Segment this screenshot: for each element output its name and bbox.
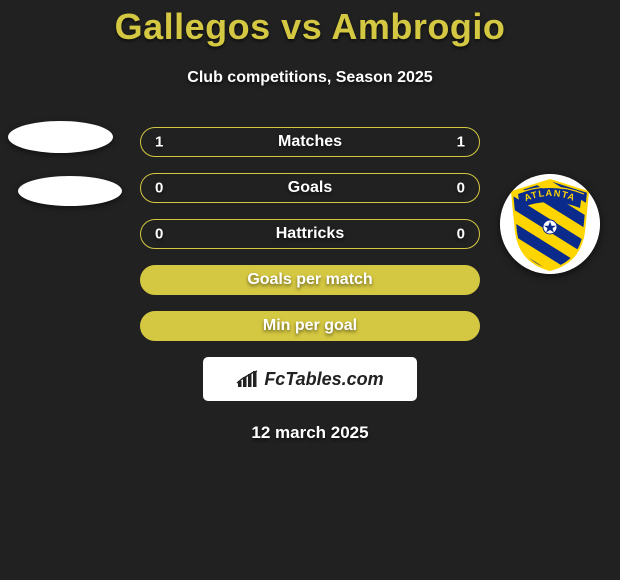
page-title: Gallegos vs Ambrogio: [0, 0, 620, 48]
stat-value-left: 0: [155, 180, 163, 197]
stat-label: Min per goal: [263, 317, 357, 335]
avatar-oval-top: [8, 121, 113, 153]
stat-row-gpm: Goals per match: [140, 265, 480, 295]
stat-value-right: 0: [457, 180, 465, 197]
stat-value-right: 1: [457, 134, 465, 151]
stat-value-right: 0: [457, 226, 465, 243]
stat-row-hattricks: 0 Hattricks 0: [140, 219, 480, 249]
stat-label: Goals per match: [247, 271, 372, 289]
stat-row-goals: 0 Goals 0: [140, 173, 480, 203]
club-crest: ATLANTA: [500, 174, 600, 274]
stat-row-mpg: Min per goal: [140, 311, 480, 341]
brand-text: FcTables.com: [264, 369, 383, 390]
subtitle: Club competitions, Season 2025: [0, 69, 620, 87]
bar-chart-icon: [236, 369, 260, 389]
stat-label: Hattricks: [276, 225, 344, 243]
stat-label: Goals: [288, 179, 332, 197]
stat-value-left: 0: [155, 226, 163, 243]
stat-row-matches: 1 Matches 1: [140, 127, 480, 157]
stat-label: Matches: [278, 133, 342, 151]
stat-value-left: 1: [155, 134, 163, 151]
date-label: 12 march 2025: [0, 423, 620, 443]
brand-badge: FcTables.com: [203, 357, 417, 401]
stats-container: 1 Matches 1 0 Goals 0 0 Hattricks 0 Goal…: [140, 127, 480, 341]
avatar-oval-bottom: [18, 176, 122, 206]
